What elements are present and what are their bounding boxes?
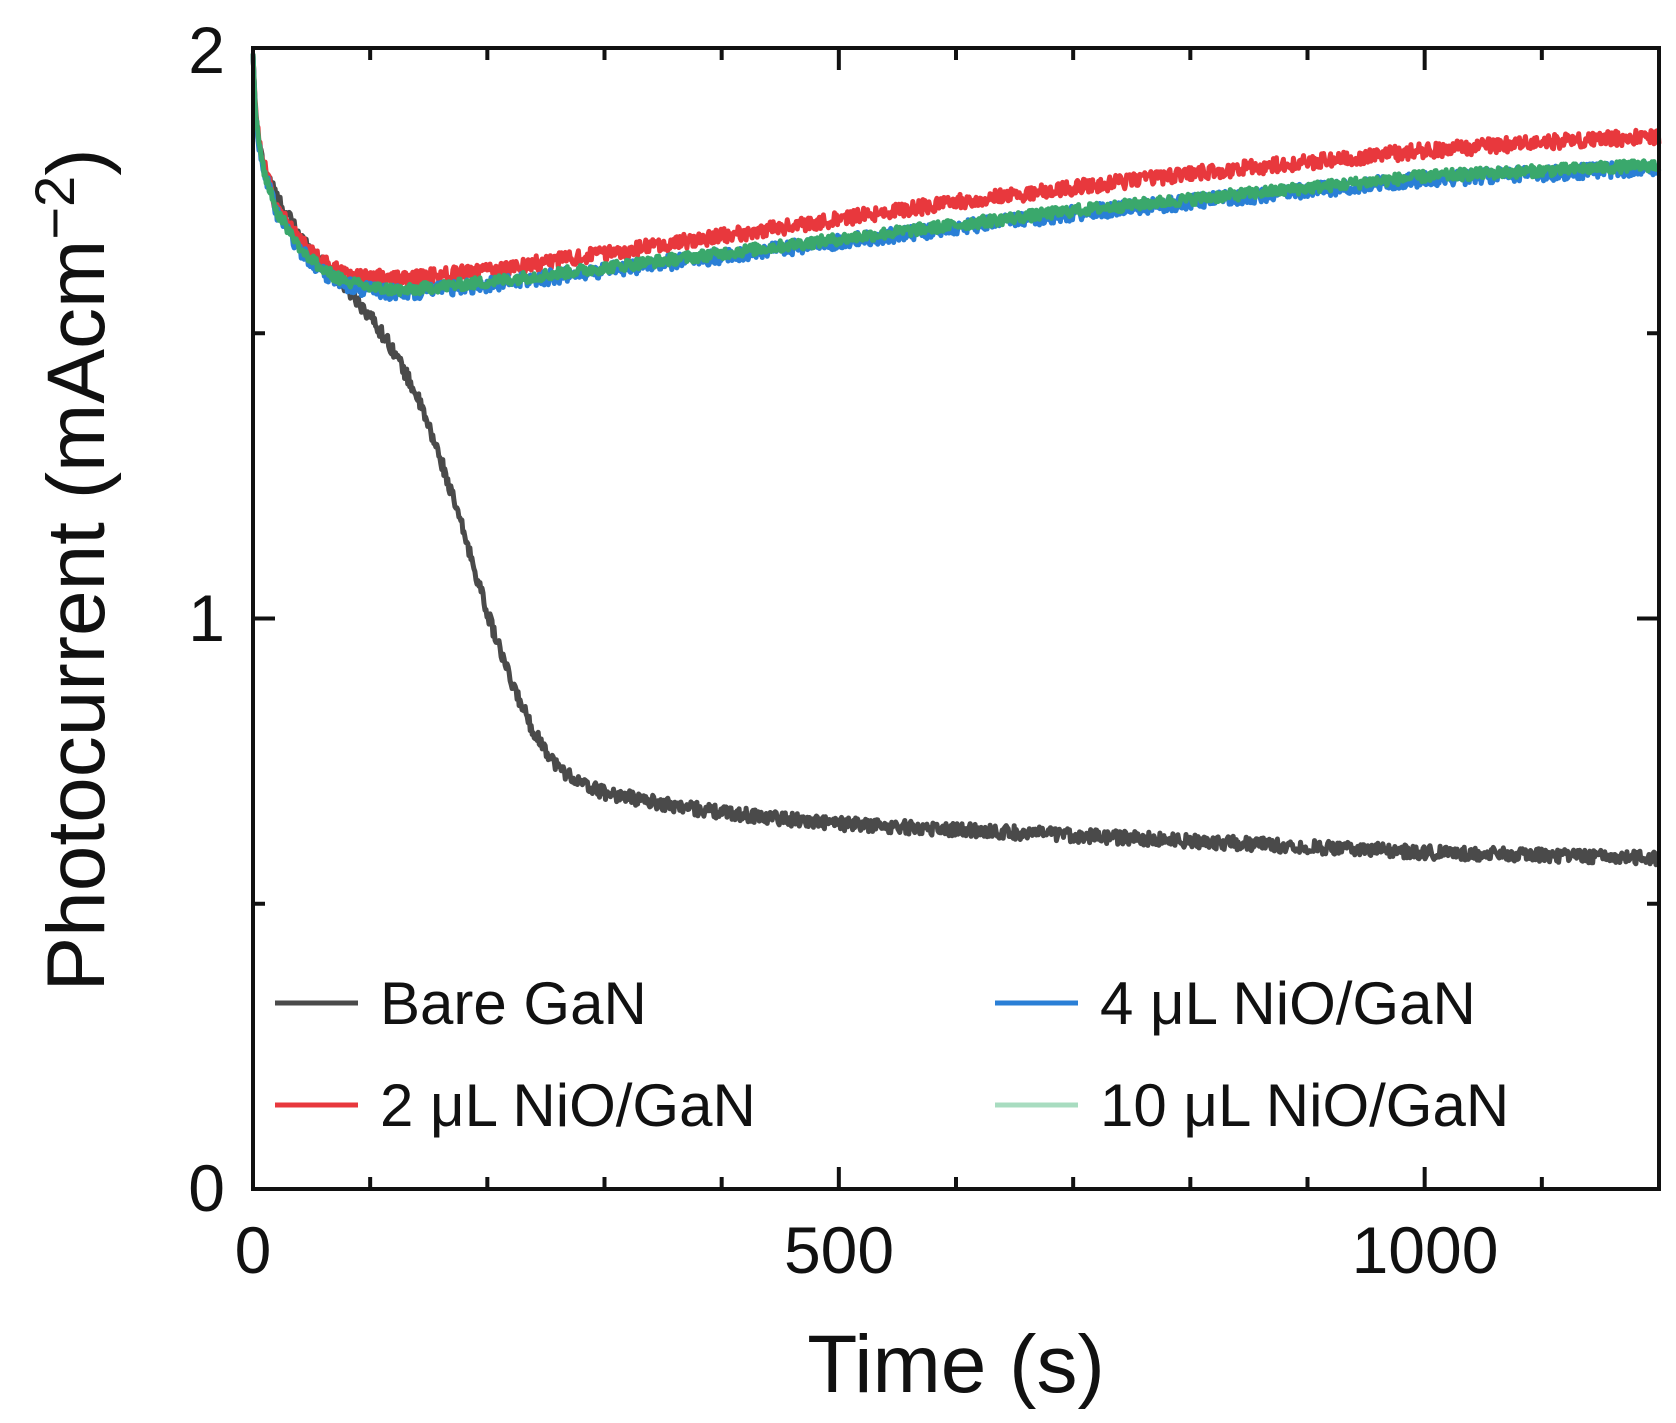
series-2ul-nio-gan (250, 53, 1662, 289)
tick-marks (251, 46, 1659, 1191)
series-layer (250, 53, 1662, 868)
x-tick-labels: 0 500 1000 (235, 1213, 1499, 1287)
y-tick-label-2: 2 (188, 13, 225, 87)
y-axis-title-main: Photocurrent (mAcm (31, 240, 122, 992)
legend-item-2ul-nio-gan: 2 μL NiO/GaN (275, 1072, 756, 1139)
series-10ul-nio-gan (250, 53, 1661, 298)
x-axis-title: Time (s) (807, 1319, 1105, 1410)
legend-label-4ul-nio-gan: 4 μL NiO/GaN (1100, 970, 1476, 1037)
y-tick-label-0: 0 (188, 1151, 225, 1225)
series-bare-gan (250, 53, 1661, 868)
y-axis-title-superscript: −2 (23, 176, 86, 240)
y-axis-title: Photocurrent (mAcm−2) (23, 148, 122, 991)
legend-item-bare-gan: Bare GaN (275, 970, 647, 1037)
legend-label-2ul-nio-gan: 2 μL NiO/GaN (380, 1072, 756, 1139)
legend-label-10ul-nio-gan: 10 μL NiO/GaN (1100, 1072, 1509, 1139)
y-tick-label-1: 1 (188, 581, 225, 655)
x-tick-label-500: 500 (784, 1213, 894, 1287)
legend-label-bare-gan: Bare GaN (380, 970, 647, 1037)
y-tick-labels: 0 1 2 (188, 13, 225, 1225)
legend-item-10ul-nio-gan: 10 μL NiO/GaN (995, 1072, 1509, 1139)
y-axis-title-close: ) (31, 148, 122, 175)
x-tick-label-0: 0 (235, 1213, 272, 1287)
x-tick-label-1000: 1000 (1352, 1213, 1499, 1287)
legend-item-4ul-nio-gan: 4 μL NiO/GaN (995, 970, 1476, 1037)
legend: Bare GaN 2 μL NiO/GaN 4 μL NiO/GaN 10 μL… (275, 970, 1509, 1139)
